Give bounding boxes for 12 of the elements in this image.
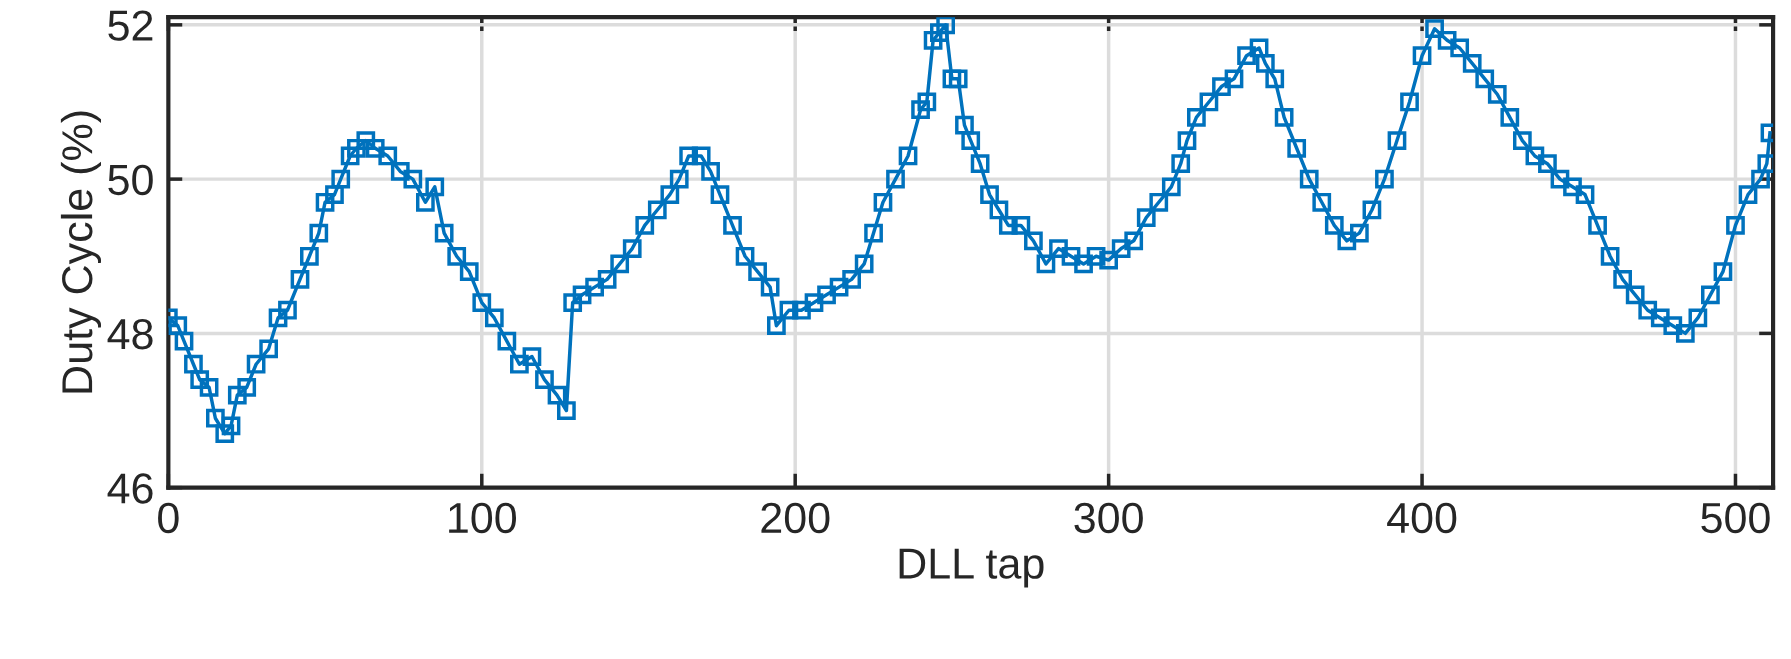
y-tick-label: 50 [108,164,153,196]
y-axis-title: Duty Cycle (%) [60,111,102,393]
x-tick-label: 300 [1074,502,1143,534]
x-tick-label: 400 [1387,502,1457,534]
x-tick-label: 200 [761,502,830,534]
x-tick-label: 100 [449,502,517,534]
y-tick-label: 52 [108,10,153,41]
x-tick-label: 500 [1701,502,1770,534]
y-tick-label: 48 [107,318,153,350]
x-axis-title: DLL tap [899,548,1044,588]
y-tick-label: 46 [107,473,153,504]
x-tick-label: 0 [158,502,179,534]
